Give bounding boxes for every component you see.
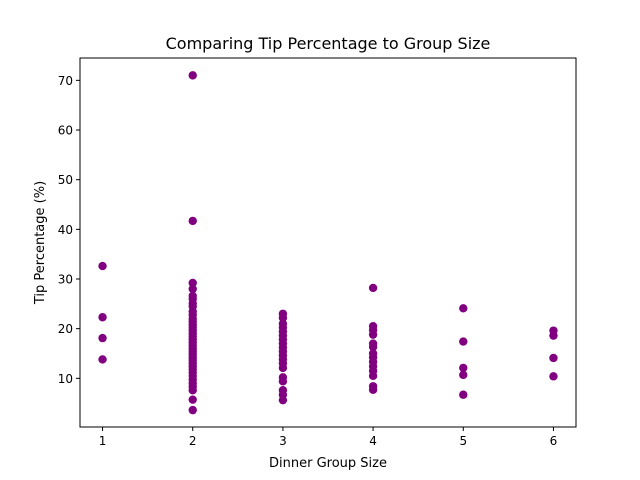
data-point [188,284,197,294]
data-point [278,363,288,373]
x-tick-label: 2 [189,434,197,448]
data-point [188,405,197,415]
y-tick-label: 60 [58,124,73,138]
data-point [368,342,378,352]
data-point [459,390,468,399]
x-axis-ticks: 1 2 3 4 5 6 [99,427,558,448]
data-point [368,385,378,394]
plot-frame [79,57,577,428]
x-tick-label: 3 [279,434,287,448]
data-point [98,333,107,343]
data-point [188,278,197,288]
data-point [549,353,558,363]
data-point [549,372,558,381]
y-tick-label: 70 [58,74,73,88]
data-point [98,261,107,271]
data-point [278,377,288,386]
x-axis-label: Dinner Group Size [269,456,387,471]
y-tick-label: 30 [58,273,73,287]
x-tick-label: 1 [99,434,107,448]
data-point [98,313,107,322]
y-axis-ticks: 10 20 30 40 50 60 70 [58,74,80,386]
data-point [188,386,197,395]
data-point [459,363,468,373]
data-point [459,304,468,313]
data-point [188,216,197,226]
scatter-points [98,71,558,415]
data-point [188,395,197,404]
chart-title: Comparing Tip Percentage to Group Size [166,34,491,53]
data-point [549,331,558,340]
data-point [368,330,378,339]
x-tick-label: 5 [459,434,467,448]
data-point [278,313,288,322]
data-point [368,283,378,293]
data-point [459,370,468,380]
data-point [188,71,197,80]
x-tick-label: 6 [550,434,558,448]
y-tick-label: 40 [58,223,73,237]
y-tick-label: 50 [58,173,73,187]
y-axis-label: Tip Percentage (%) [33,181,48,305]
data-point [459,337,468,346]
x-tick-label: 4 [369,434,377,448]
data-point [98,355,107,364]
y-tick-label: 20 [58,322,73,336]
data-point [278,395,288,405]
data-point [368,371,378,381]
y-tick-label: 10 [58,372,73,386]
